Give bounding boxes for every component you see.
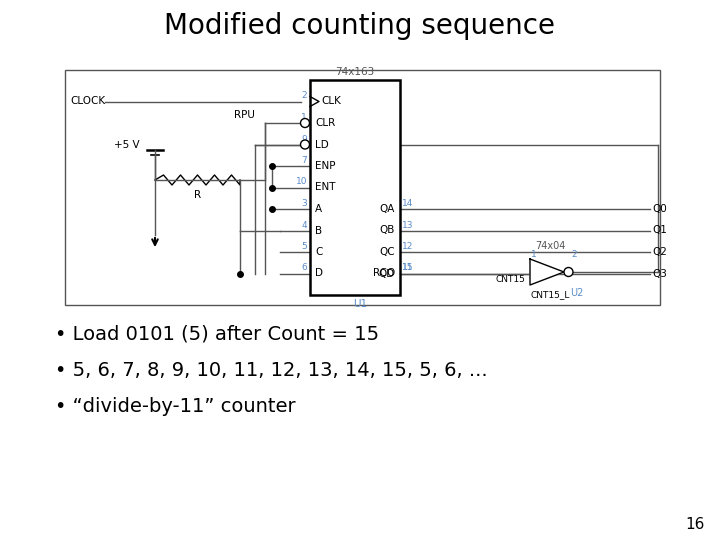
- Text: 7: 7: [301, 156, 307, 165]
- Text: QC: QC: [379, 247, 395, 257]
- Text: LD: LD: [315, 139, 329, 150]
- Circle shape: [300, 140, 310, 149]
- Circle shape: [300, 118, 310, 127]
- Text: 1: 1: [301, 113, 307, 122]
- Bar: [65, 70, 660, 305]
- Text: QD: QD: [379, 268, 395, 279]
- Text: ENP: ENP: [315, 161, 336, 171]
- Text: ENT: ENT: [315, 183, 336, 192]
- Text: 13: 13: [402, 220, 413, 230]
- Polygon shape: [530, 259, 564, 285]
- Circle shape: [564, 267, 573, 276]
- Bar: [310, 80, 400, 295]
- Text: • 5, 6, 7, 8, 9, 10, 11, 12, 13, 14, 15, 5, 6, ...: • 5, 6, 7, 8, 9, 10, 11, 12, 13, 14, 15,…: [55, 361, 487, 380]
- Text: A: A: [315, 204, 322, 214]
- Text: 12: 12: [402, 242, 413, 251]
- Text: R: R: [194, 190, 201, 200]
- Text: • “divide-by-11” counter: • “divide-by-11” counter: [55, 397, 296, 416]
- Text: CLR: CLR: [315, 118, 336, 128]
- Text: D: D: [315, 268, 323, 279]
- Text: U2: U2: [570, 288, 584, 298]
- Text: 10: 10: [295, 178, 307, 186]
- Text: CLOCK: CLOCK: [70, 97, 105, 106]
- Text: • Load 0101 (5) after Count = 15: • Load 0101 (5) after Count = 15: [55, 325, 379, 344]
- Text: CLK: CLK: [321, 97, 341, 106]
- Text: QB: QB: [379, 226, 395, 235]
- Text: RCO: RCO: [373, 268, 395, 279]
- Text: 1: 1: [531, 250, 536, 259]
- Text: 15: 15: [402, 264, 413, 273]
- Text: 16: 16: [685, 517, 705, 532]
- Text: +5 V: +5 V: [114, 140, 140, 150]
- Text: B: B: [315, 226, 322, 235]
- Text: Modified counting sequence: Modified counting sequence: [164, 12, 556, 40]
- Text: 4: 4: [302, 220, 307, 230]
- Text: C: C: [315, 247, 323, 257]
- Text: 9: 9: [301, 134, 307, 144]
- Text: Q2: Q2: [652, 247, 667, 257]
- Text: 6: 6: [301, 264, 307, 273]
- Text: CNT15: CNT15: [495, 275, 525, 284]
- Text: 74x163: 74x163: [336, 67, 374, 77]
- Text: CNT15_L: CNT15_L: [531, 290, 570, 299]
- Text: 3: 3: [301, 199, 307, 208]
- Text: Q1: Q1: [652, 226, 667, 235]
- Text: 14: 14: [402, 199, 413, 208]
- Text: 11: 11: [402, 264, 413, 273]
- Text: RPU: RPU: [234, 110, 255, 120]
- Text: 5: 5: [301, 242, 307, 251]
- Text: Q3: Q3: [652, 268, 667, 279]
- Text: 2: 2: [302, 91, 307, 100]
- Text: 2: 2: [571, 250, 577, 259]
- Text: Q0: Q0: [652, 204, 667, 214]
- Text: U1: U1: [353, 299, 367, 309]
- Text: QA: QA: [379, 204, 395, 214]
- Text: 74x04: 74x04: [535, 241, 565, 251]
